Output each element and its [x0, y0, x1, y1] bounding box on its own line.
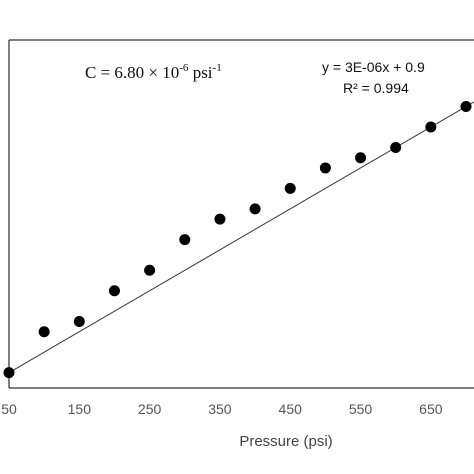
data-point [214, 213, 226, 225]
compressibility-unit: psi [188, 63, 212, 82]
compressibility-exponent-1: -6 [179, 62, 189, 74]
data-point [425, 121, 437, 133]
data-point [284, 182, 296, 194]
r-squared-prefix: R² = [343, 80, 374, 96]
x-tick-label: 250 [138, 401, 162, 417]
data-point [179, 234, 191, 246]
data-point [460, 101, 472, 113]
compressibility-annotation: C = 6.80 × 10-6 psi-1 [85, 62, 222, 82]
x-tick-label: 550 [349, 401, 373, 417]
compressibility-prefix: C = 6.80 × 10 [85, 63, 179, 82]
x-axis-title: Pressure (psi) [239, 433, 332, 450]
x-tick-label: 50 [1, 401, 17, 417]
data-point [319, 162, 331, 174]
data-point [355, 152, 367, 164]
data-point [108, 285, 120, 297]
data-point [38, 326, 50, 338]
data-point [3, 367, 15, 379]
data-point [73, 315, 85, 327]
r-squared-label: R² = 0.994 [343, 80, 409, 96]
data-point [144, 264, 156, 276]
x-tick-label: 150 [68, 401, 92, 417]
trendline-equation: y = 3E-06x + 0.9 [322, 59, 425, 75]
data-point [249, 203, 261, 215]
data-point [390, 141, 402, 153]
trendline [8, 101, 474, 374]
x-tick-label: 650 [419, 401, 443, 417]
x-tick-label: 350 [208, 401, 232, 417]
x-tick-label: 450 [279, 401, 303, 417]
compressibility-exponent-2: -1 [213, 62, 222, 74]
r-squared-value: 0.994 [374, 80, 409, 96]
